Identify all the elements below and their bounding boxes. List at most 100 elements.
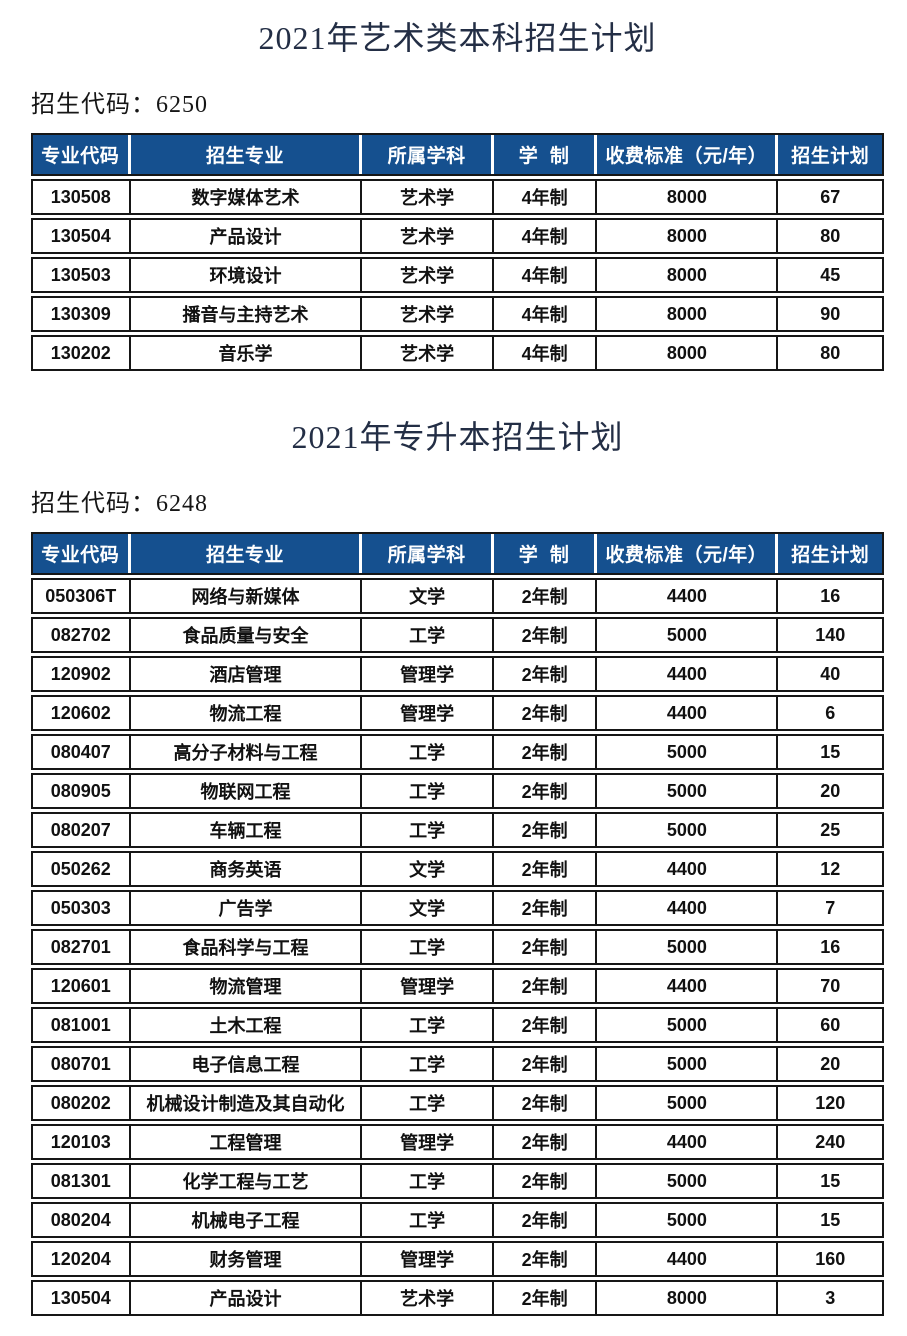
table-cell: 130504 <box>33 220 131 252</box>
enrollment-code-label: 招生代码 <box>31 491 131 517</box>
table-cell: 食品科学与工程 <box>131 931 363 963</box>
table-cell: 70 <box>820 975 841 996</box>
table-cell: 050306T <box>33 580 131 612</box>
enrollment-table: 专业代码 招生专业 所属学科学 制收费标准（元/年） 招生计划 130508 数字媒体艺… <box>31 133 884 371</box>
table-cell: 45 <box>820 264 841 285</box>
table-cell: 4年制 <box>494 337 598 369</box>
table-cell: 2年制 <box>494 892 598 924</box>
table-cell: 工学 <box>362 814 494 846</box>
table-cell: 120103 <box>33 1126 131 1158</box>
table-cell: 4400 <box>597 970 779 1002</box>
table-row: 120902 酒店管理 管理学 2年制 4400 40 <box>31 656 884 692</box>
table-cell: 管理学 <box>362 697 494 729</box>
table-cell: 081301 <box>33 1165 131 1197</box>
table-cell: 食品质量与安全 <box>131 619 363 651</box>
table-cell: 15 <box>820 1209 841 1230</box>
table-cell: 2年制 <box>494 1048 598 1080</box>
table-cell: 2年制 <box>494 1282 598 1314</box>
table-cell: 艺术学 <box>362 337 494 369</box>
table-cell: 文学 <box>362 580 494 612</box>
table-cell: 管理学 <box>362 658 494 690</box>
table-cell: 120204 <box>33 1243 131 1275</box>
table-cell: 8000 <box>597 220 779 252</box>
table-row: 130503 环境设计 艺术学 4年制 8000 45 <box>31 257 884 293</box>
table-cell: 4400 <box>597 1126 779 1158</box>
table-cell: 2年制 <box>494 658 598 690</box>
table-cell: 080202 <box>33 1087 131 1119</box>
table-cell: 高分子材料与工程 <box>131 736 363 768</box>
enrollment-code-value: 6250 <box>156 92 208 118</box>
table-cell: 080204 <box>33 1204 131 1236</box>
table-cell: 艺术学 <box>362 298 494 330</box>
table-cell: 2年制 <box>494 1126 598 1158</box>
table-cell: 文学 <box>362 892 494 924</box>
table-cell: 4年制 <box>494 220 598 252</box>
table-row: 080701 电子信息工程 工学 2年制 5000 20 <box>31 1046 884 1082</box>
table-row: 080407 高分子材料与工程 工学 2年制 5000 15 <box>31 734 884 770</box>
table-cell: 4400 <box>597 658 779 690</box>
table-row: 130504 产品设计 艺术学 2年制 8000 3 <box>31 1280 884 1316</box>
table-cell: 4400 <box>597 697 779 729</box>
table-cell: 2年制 <box>494 931 598 963</box>
table-cell: 6 <box>825 702 836 723</box>
table-cell: 管理学 <box>362 970 494 1002</box>
table-cell: 4400 <box>597 580 779 612</box>
table-cell: 工学 <box>362 619 494 651</box>
table-cell: 工学 <box>362 1009 494 1041</box>
table-row: 080905 物联网工程 工学 2年制 5000 20 <box>31 773 884 809</box>
column-header: 收费标准（元/年） <box>597 135 779 174</box>
table-cell: 物流管理 <box>131 970 363 1002</box>
table-cell: 16 <box>820 585 841 606</box>
table-cell: 20 <box>820 780 841 801</box>
enrollment-code-line: 招生代码：6248 <box>31 483 884 518</box>
table-row: 120601 物流管理 管理学 2年制 4400 70 <box>31 968 884 1004</box>
table-cell: 物流工程 <box>131 697 363 729</box>
table-cell: 7 <box>825 897 836 918</box>
table-cell: 2年制 <box>494 1204 598 1236</box>
column-header: 专业代码 <box>33 135 131 174</box>
table-cell: 5000 <box>597 775 779 807</box>
table-cell: 130508 <box>33 181 131 213</box>
table-cell: 60 <box>820 1014 841 1035</box>
table-cell: 5000 <box>597 931 779 963</box>
table-cell: 12 <box>820 858 841 879</box>
section-art-undergraduate: 2021年艺术类本科招生计划 招生代码：6250 专业代码 招生专业 所属学科学 制… <box>31 18 884 371</box>
table-cell: 130503 <box>33 259 131 291</box>
table-cell: 050262 <box>33 853 131 885</box>
table-cell: 4年制 <box>494 259 598 291</box>
table-cell: 工学 <box>362 1204 494 1236</box>
table-cell: 080905 <box>33 775 131 807</box>
table-cell: 4400 <box>597 892 779 924</box>
table-cell: 67 <box>820 186 841 207</box>
table-cell: 40 <box>820 663 841 684</box>
table-row: 120204 财务管理 管理学 2年制 4400 160 <box>31 1241 884 1277</box>
table-cell: 2年制 <box>494 775 598 807</box>
table-cell: 财务管理 <box>131 1243 363 1275</box>
table-cell: 5000 <box>597 1009 779 1041</box>
table-cell: 2年制 <box>494 1165 598 1197</box>
table-body: 050306T 网络与新媒体 文学 2年制 4400 16 082702 食品质量与安全 工学 2… <box>31 578 884 1316</box>
table-row: 130508 数字媒体艺术 艺术学 4年制 8000 67 <box>31 179 884 215</box>
column-header: 收费标准（元/年） <box>597 534 779 573</box>
table-row: 080202 机械设计制造及其自动化 工学 2年制 5000 120 <box>31 1085 884 1121</box>
table-cell: 艺术学 <box>362 259 494 291</box>
table-body: 130508 数字媒体艺术 艺术学 4年制 8000 67 130504 产品设计 艺术学 4年制… <box>31 179 884 371</box>
enrollment-code-value: 6248 <box>156 491 208 517</box>
enrollment-table: 专业代码 招生专业 所属学科学 制收费标准（元/年） 招生计划 050306T 网络与新… <box>31 532 884 1316</box>
table-row: 050303 广告学 文学 2年制 4400 7 <box>31 890 884 926</box>
table-row: 130309 播音与主持艺术 艺术学 4年制 8000 90 <box>31 296 884 332</box>
table-cell: 播音与主持艺术 <box>131 298 363 330</box>
table-cell: 2年制 <box>494 736 598 768</box>
column-header: 所属学科 <box>362 534 494 573</box>
enrollment-code-separator: ： <box>131 491 156 517</box>
table-cell: 20 <box>820 1053 841 1074</box>
table-cell: 管理学 <box>362 1243 494 1275</box>
table-cell: 8000 <box>597 337 779 369</box>
table-cell: 80 <box>820 225 841 246</box>
table-cell: 2年制 <box>494 697 598 729</box>
table-cell: 081001 <box>33 1009 131 1041</box>
table-cell: 080207 <box>33 814 131 846</box>
table-cell: 5000 <box>597 1204 779 1236</box>
table-cell: 15 <box>820 1170 841 1191</box>
table-cell: 2年制 <box>494 619 598 651</box>
